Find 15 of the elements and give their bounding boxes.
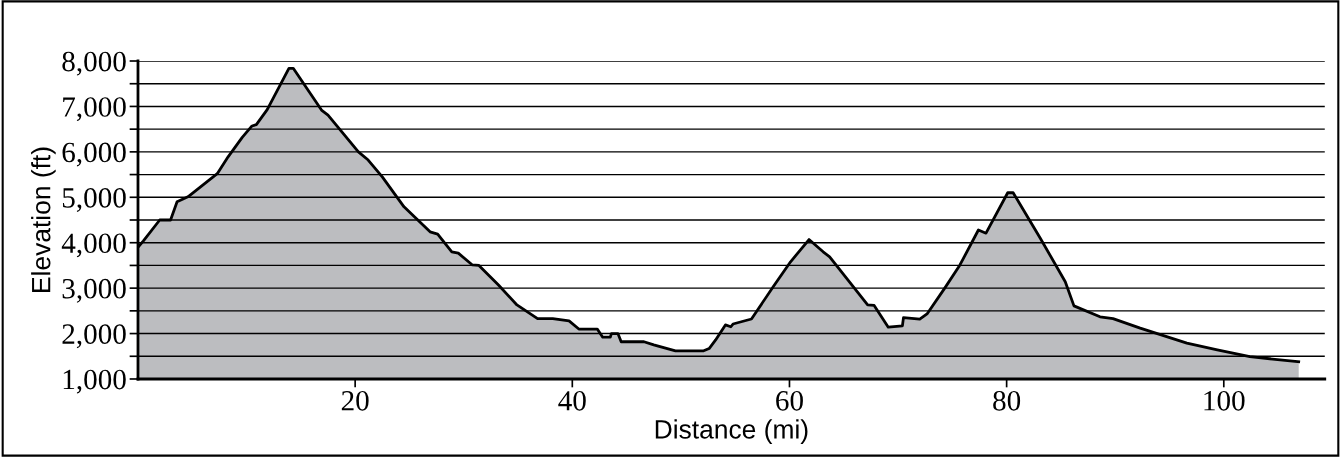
y-tick-label: 3,000 [62, 278, 126, 303]
x-axis-title: Distance (mi) [655, 419, 808, 444]
y-axis-title: Elevation (ft) [31, 147, 56, 292]
x-tick-label: 100 [1204, 390, 1245, 411]
y-tick-label: 1,000 [63, 369, 126, 394]
x-tick-label: 40 [558, 390, 586, 411]
y-tick-label: 6,000 [62, 142, 126, 167]
x-tick-label: 20 [341, 390, 369, 411]
x-tick-label: 60 [776, 390, 803, 411]
y-tick-label: 7,000 [63, 97, 126, 122]
y-tick-label: 5,000 [62, 188, 126, 212]
y-tick-label: 2,000 [62, 324, 126, 349]
y-tick-label: 4,000 [61, 233, 126, 258]
y-tick-label: 8,000 [62, 51, 126, 76]
x-tick-label: 80 [993, 390, 1021, 411]
